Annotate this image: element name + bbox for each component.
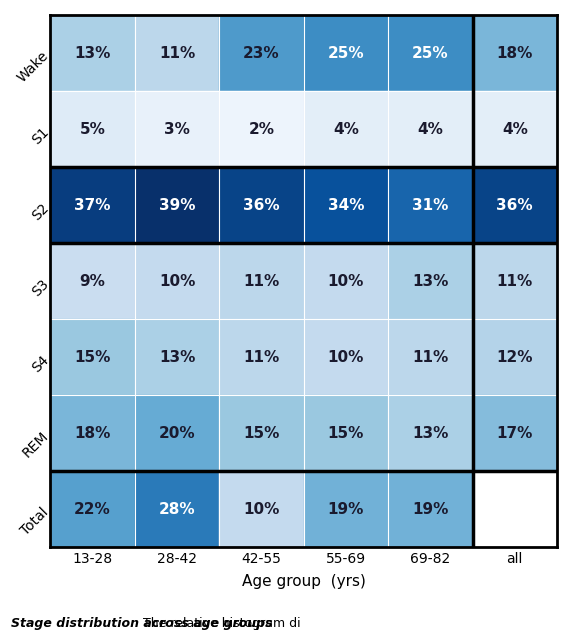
Text: 11%: 11% (159, 46, 195, 60)
Bar (388, 319, 472, 395)
Text: 5%: 5% (80, 121, 105, 137)
Bar (304, 15, 388, 91)
Bar (219, 471, 304, 547)
Bar (50, 91, 135, 167)
Text: 4%: 4% (333, 121, 359, 137)
Text: 11%: 11% (496, 273, 533, 289)
Text: 15%: 15% (74, 350, 111, 364)
Bar (219, 319, 304, 395)
Text: 11%: 11% (412, 350, 448, 364)
Bar (472, 167, 557, 243)
Text: 10%: 10% (328, 350, 364, 364)
Bar (135, 243, 219, 319)
Text: The relative histogram di: The relative histogram di (135, 617, 301, 630)
Bar (472, 15, 557, 91)
Text: 15%: 15% (328, 425, 364, 441)
Text: 12%: 12% (496, 350, 533, 364)
Bar (388, 243, 472, 319)
Bar (388, 395, 472, 471)
Text: 22%: 22% (74, 502, 111, 516)
Bar (304, 91, 388, 167)
Text: 15%: 15% (243, 425, 280, 441)
Bar (304, 243, 388, 319)
Bar (472, 471, 557, 547)
Bar (304, 395, 388, 471)
Bar (50, 471, 135, 547)
Bar (219, 91, 304, 167)
Bar (135, 471, 219, 547)
Text: 25%: 25% (328, 46, 364, 60)
Text: 13%: 13% (74, 46, 111, 60)
Bar (219, 15, 304, 91)
Text: 10%: 10% (243, 502, 280, 516)
Bar (472, 243, 557, 319)
Bar (135, 167, 219, 243)
Text: 11%: 11% (243, 273, 280, 289)
Text: 3%: 3% (164, 121, 190, 137)
Text: 13%: 13% (412, 273, 448, 289)
Text: 13%: 13% (159, 350, 195, 364)
Text: 25%: 25% (412, 46, 448, 60)
Text: 18%: 18% (496, 46, 533, 60)
Text: 36%: 36% (496, 198, 533, 212)
Bar (472, 395, 557, 471)
Text: 39%: 39% (159, 198, 195, 212)
Text: 11%: 11% (243, 350, 280, 364)
Bar (219, 395, 304, 471)
Bar (304, 471, 388, 547)
Text: 31%: 31% (412, 198, 448, 212)
Bar (388, 471, 472, 547)
Bar (472, 91, 557, 167)
Bar (50, 395, 135, 471)
Bar (304, 319, 388, 395)
Text: 36%: 36% (243, 198, 280, 212)
Bar (304, 167, 388, 243)
Text: 37%: 37% (74, 198, 111, 212)
Text: 17%: 17% (496, 425, 533, 441)
Text: 20%: 20% (158, 425, 195, 441)
Text: 10%: 10% (159, 273, 195, 289)
Text: 9%: 9% (80, 273, 105, 289)
Bar (388, 15, 472, 91)
Bar (50, 319, 135, 395)
Text: 10%: 10% (328, 273, 364, 289)
Bar (50, 167, 135, 243)
Bar (472, 319, 557, 395)
X-axis label: Age group  (yrs): Age group (yrs) (242, 574, 366, 589)
Bar (50, 15, 135, 91)
Text: 4%: 4% (418, 121, 443, 137)
Bar (135, 395, 219, 471)
Text: 19%: 19% (328, 502, 364, 516)
Text: 4%: 4% (502, 121, 528, 137)
Bar (135, 319, 219, 395)
Bar (50, 243, 135, 319)
Text: 34%: 34% (328, 198, 364, 212)
Bar (135, 15, 219, 91)
Bar (388, 167, 472, 243)
Text: 28%: 28% (158, 502, 195, 516)
Text: 2%: 2% (248, 121, 275, 137)
Bar (219, 243, 304, 319)
Bar (135, 91, 219, 167)
Text: Stage distribution across age groups: Stage distribution across age groups (11, 617, 273, 630)
Text: 19%: 19% (412, 502, 448, 516)
Text: 13%: 13% (412, 425, 448, 441)
Text: 23%: 23% (243, 46, 280, 60)
Text: 18%: 18% (74, 425, 111, 441)
Bar (219, 167, 304, 243)
Bar (388, 91, 472, 167)
